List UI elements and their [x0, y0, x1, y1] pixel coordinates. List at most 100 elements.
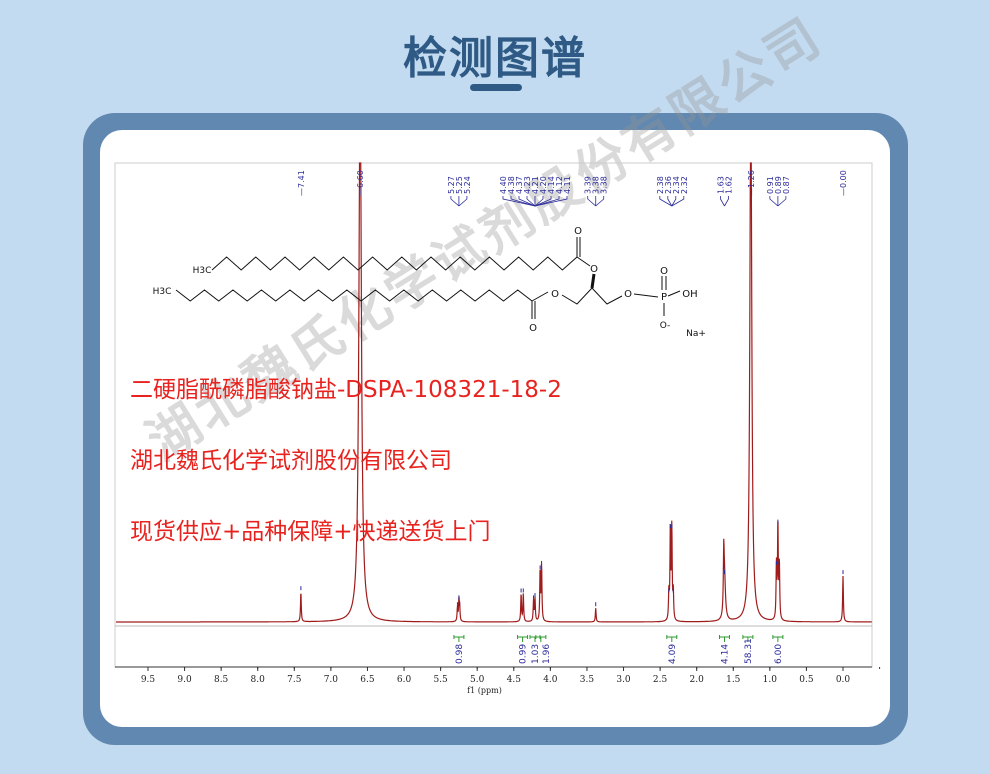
integral-value: 4.09	[668, 644, 678, 664]
ester-oxygen-2: O	[551, 289, 559, 300]
ester-oxygen-1: O	[590, 264, 598, 275]
x-tick-label: 3.0	[616, 675, 631, 685]
peak-label: —7.41	[297, 170, 306, 196]
peak-label-connector	[671, 196, 685, 207]
peak-label: 0.87	[782, 176, 791, 194]
peak-label: 5.24	[463, 176, 472, 194]
integral-bracket	[453, 635, 465, 642]
x-tick-label: 8.0	[251, 675, 266, 685]
phosphoryl-oxygen: O	[660, 266, 668, 277]
x-tick-label: 6.0	[397, 675, 412, 685]
x-tick-label: 0.5	[799, 675, 814, 685]
hydroxyl-label: OH	[682, 289, 697, 300]
x-tick-label: 2.0	[690, 675, 705, 685]
x-tick-label: 5.5	[433, 675, 448, 685]
x-tick-label: 4.5	[507, 675, 522, 685]
stereo-wedge	[590, 273, 596, 289]
peak-label: 2.34	[672, 176, 681, 194]
peak-label: 2.32	[680, 176, 689, 194]
peak-label: 5.25	[455, 176, 464, 194]
peak-label-connector	[534, 196, 560, 207]
plot-border	[114, 162, 873, 668]
x-tick-label: 1.5	[726, 675, 741, 685]
integral-bracket	[535, 635, 547, 642]
acyl-chain-2	[175, 289, 533, 302]
integral-bracket	[666, 635, 678, 642]
carbonyl-1	[576, 237, 591, 267]
integral-value: 0.98	[455, 644, 465, 664]
peak-label-connector	[450, 196, 460, 207]
x-tick-label: 1.0	[763, 675, 778, 685]
peak-label-connector	[502, 196, 536, 207]
peak-label-connector	[518, 196, 536, 207]
x-tick-label: 6.5	[360, 675, 375, 685]
peak-label: 4.23	[523, 176, 532, 194]
peak-label-connector	[595, 196, 605, 207]
integral-bracket	[718, 635, 730, 642]
peak-label: 2.36	[664, 176, 673, 194]
x-tick-label: 8.5	[214, 675, 229, 685]
phosphate-oxygen: O	[624, 289, 632, 300]
acyl-chain-1	[211, 256, 578, 271]
carbonyl-2	[531, 291, 549, 319]
integral-value: 58.31	[744, 638, 754, 664]
peak-label-connector	[777, 196, 787, 207]
peak-label: 4.11	[563, 176, 572, 194]
peak-label: 4.37	[515, 176, 524, 194]
compound-name: 二硬脂酰磷脂酸钠盐-DSPA-108321-18-2	[130, 377, 562, 403]
x-tick-label: 7.0	[324, 675, 339, 685]
peak-label: 4.21	[531, 176, 540, 194]
integral-bracket	[529, 635, 541, 642]
peak-label: 4.14	[547, 176, 556, 194]
carbonyl-oxygen-2: O	[529, 323, 537, 334]
peak-label: 5.27	[447, 176, 456, 194]
peak-label-connector	[720, 196, 725, 207]
sodium-label: Na+	[686, 329, 706, 339]
phosphate-bonds	[633, 276, 681, 316]
peak-label: 4.40	[499, 176, 508, 194]
peak-label: 2.38	[656, 176, 665, 194]
peak-label-connector	[671, 196, 677, 207]
peak-label: 3.38	[600, 176, 609, 194]
x-tick-label: 5.0	[470, 675, 485, 685]
peak-label: 3.39	[584, 176, 593, 194]
methyl-label-1: H3C	[193, 266, 212, 276]
peak-label: —0.00	[839, 170, 848, 196]
page-title: 检测图谱	[403, 33, 587, 84]
peak-label-connector	[659, 196, 673, 207]
peak-label: —6.60	[356, 170, 365, 196]
peak-label-connector	[667, 196, 673, 207]
chart-card	[100, 130, 890, 727]
peak-label-connector	[724, 196, 729, 207]
glycerol-backbone	[561, 287, 623, 305]
peak-label: 3.38	[592, 176, 601, 194]
peak-label-connector	[587, 196, 596, 207]
peak-label: —1.26	[747, 170, 756, 196]
peak-label: 0.91	[766, 176, 775, 194]
phenoxide-label: O-	[660, 321, 671, 331]
peak-label-connector	[534, 196, 568, 207]
phosphorus: P	[661, 292, 667, 303]
integral-value: 1.96	[542, 644, 552, 664]
carbonyl-oxygen-1: O	[574, 226, 582, 237]
spectrum-line	[116, 162, 872, 623]
integral-bracket	[772, 635, 784, 642]
integral-value: 1.03	[531, 644, 541, 664]
x-tick-label: 7.5	[287, 675, 302, 685]
methyl-label-2: H3C	[153, 287, 172, 297]
x-tick-label: 4.0	[543, 675, 558, 685]
peak-label-connector	[526, 196, 536, 207]
x-tick-label: 9.0	[177, 675, 192, 685]
integral-bracket	[517, 635, 529, 642]
peak-label: 1.62	[724, 176, 733, 194]
peak-label-connector	[534, 196, 544, 207]
integral-value: 4.14	[720, 644, 730, 664]
x-tick-label: 3.5	[580, 675, 595, 685]
peak-label-connector	[458, 196, 468, 207]
peak-label: 4.38	[507, 176, 516, 194]
peak-label: 4.20	[539, 176, 548, 194]
peak-label-connector	[534, 196, 552, 207]
integral-value: 0.99	[519, 644, 529, 664]
integral-bracket	[742, 635, 754, 642]
